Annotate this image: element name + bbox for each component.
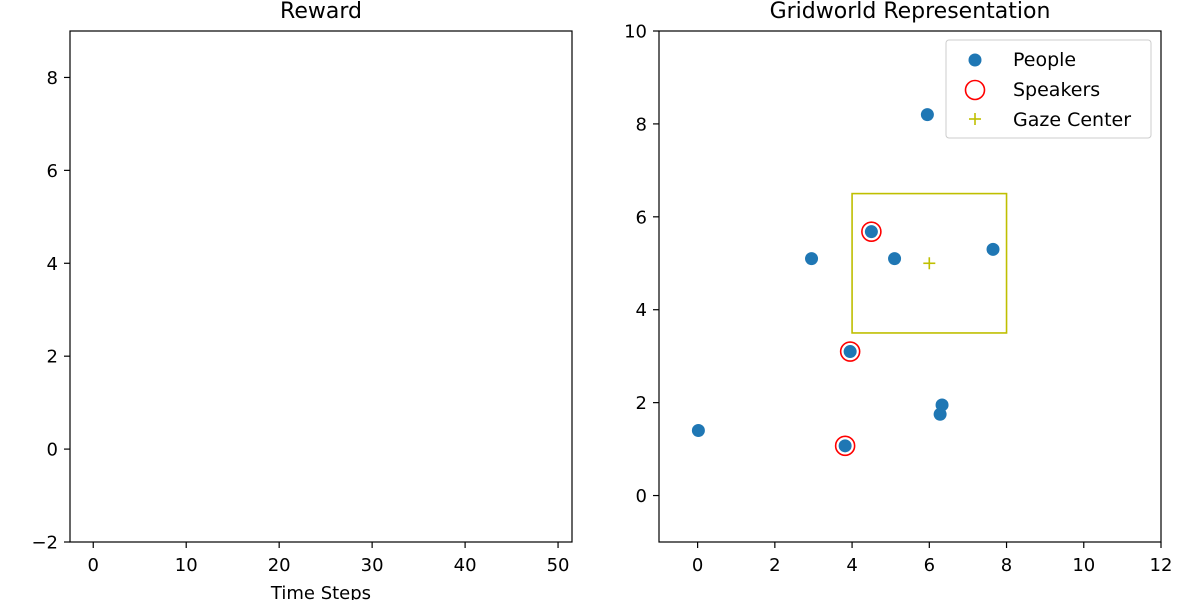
person-point xyxy=(838,439,852,453)
y-tick-label: 8 xyxy=(47,68,58,89)
y-tick-label: 0 xyxy=(47,440,58,461)
gridworld-marks xyxy=(691,108,1008,457)
gridworld-chart: Gridworld Representation 0 2 4 6 8 10 12 0 2 4 6 8… xyxy=(624,0,1172,576)
y-tick-label: 8 xyxy=(636,114,647,135)
speaker-marker xyxy=(861,221,882,242)
person-point xyxy=(986,242,1000,256)
legend-frame xyxy=(945,39,1152,139)
x-tick-label: 10 xyxy=(175,555,198,576)
x-tick-label: 2 xyxy=(769,555,780,576)
person-point xyxy=(843,345,857,359)
x-tick-label: 50 xyxy=(547,555,570,576)
x-tick-label: 4 xyxy=(846,555,857,576)
person-point xyxy=(933,407,947,421)
x-tick-label: 8 xyxy=(1001,555,1012,576)
y-tick-label: 10 xyxy=(624,22,647,43)
x-tick-label: 20 xyxy=(268,555,291,576)
person-point xyxy=(864,225,878,239)
reward-chart: Reward 0 10 20 30 40 50 −2 0 2 4 6 8 Time Steps xyxy=(31,0,573,600)
x-tick-label: 0 xyxy=(88,555,99,576)
x-tick-label: 40 xyxy=(454,555,477,576)
y-tick-label: 2 xyxy=(636,393,647,414)
y-tick-label: 0 xyxy=(636,486,647,507)
reward-chart-title: Reward xyxy=(280,0,362,24)
y-tick-label: 4 xyxy=(47,254,58,275)
x-tick-label: 6 xyxy=(924,555,935,576)
legend: People Speakers Gaze Center xyxy=(945,39,1152,139)
gridworld-y-axis: 0 2 4 6 8 10 xyxy=(624,22,659,507)
person-point xyxy=(805,252,819,266)
x-tick-label: 30 xyxy=(361,555,384,576)
legend-gaze-marker xyxy=(969,113,981,125)
x-tick-label: 0 xyxy=(692,555,703,576)
y-tick-label: −2 xyxy=(31,533,58,554)
legend-people-marker xyxy=(968,53,982,67)
gridworld-plot-frame xyxy=(658,30,1162,543)
person-point xyxy=(691,424,705,438)
gaze-box xyxy=(851,192,1008,334)
gridworld-chart-title: Gridworld Representation xyxy=(770,0,1051,24)
gridworld-x-axis: 0 2 4 6 8 10 12 xyxy=(692,542,1173,576)
y-tick-label: 6 xyxy=(636,207,647,228)
speaker-marker xyxy=(834,435,856,457)
reward-x-axis: 0 10 20 30 40 50 xyxy=(88,542,570,576)
y-tick-label: 2 xyxy=(47,347,58,368)
legend-speakers-label: Speakers xyxy=(1013,79,1100,101)
speaker-marker xyxy=(839,341,861,362)
person-point xyxy=(888,252,902,266)
legend-speakers-marker xyxy=(964,79,986,101)
reward-y-axis: −2 0 2 4 6 8 xyxy=(31,68,70,554)
x-tick-label: 12 xyxy=(1150,555,1173,576)
x-tick-label: 10 xyxy=(1072,555,1095,576)
y-tick-label: 4 xyxy=(636,300,647,321)
legend-people-label: People xyxy=(1013,49,1076,71)
reward-plot-frame xyxy=(69,30,573,543)
person-point xyxy=(920,108,934,122)
legend-gaze-label: Gaze Center xyxy=(1013,109,1131,131)
gaze-center-marker xyxy=(923,257,936,270)
y-tick-label: 6 xyxy=(47,161,58,182)
reward-x-axis-label: Time Steps xyxy=(270,583,371,600)
